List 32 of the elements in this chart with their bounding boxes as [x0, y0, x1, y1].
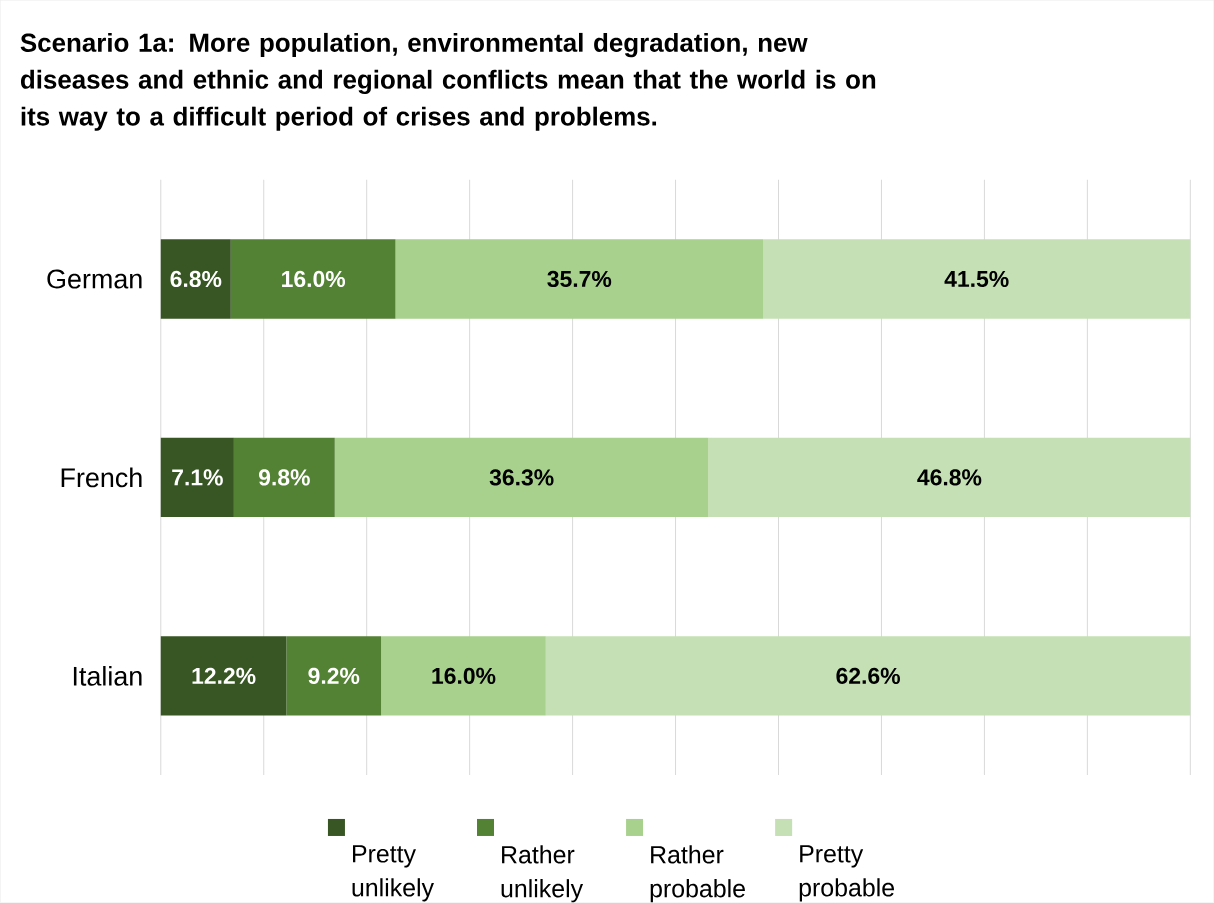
bar: [160, 437, 234, 518]
bar: [395, 239, 764, 319]
bar: [233, 437, 335, 518]
y-tick-label: Italian: [73, 666, 142, 686]
y-tick-label: German: [47, 269, 142, 289]
data-label: 36.3%: [489, 469, 554, 486]
y-tick-label: French: [61, 467, 142, 488]
legend-label: Pretty unlikely: [352, 845, 434, 902]
data-label: 16.0%: [282, 270, 346, 288]
bar: [286, 636, 382, 716]
data-label: 9.2%: [308, 667, 360, 685]
data-label: 7.1%: [172, 469, 223, 486]
bar: [334, 437, 709, 518]
bar: [763, 239, 1191, 319]
data-label: 16.0%: [432, 667, 496, 685]
data-label: 12.2%: [192, 667, 256, 685]
legend-label: Pretty probable: [799, 845, 894, 902]
bar: [160, 239, 231, 319]
data-label: 46.8%: [917, 469, 982, 486]
data-label: 6.8%: [170, 270, 222, 288]
bar: [230, 239, 396, 319]
bar: [160, 636, 287, 716]
data-label: 35.7%: [547, 270, 612, 288]
bar: [708, 437, 1191, 518]
data-label: 62.6%: [836, 667, 900, 685]
legend-label: Rather probable: [650, 845, 745, 903]
data-label: 41.5%: [944, 270, 1009, 288]
legend-label: Rather unlikely: [501, 845, 584, 903]
chart-title: Scenario 1a: More population, environmental degradation, new diseases and ethnic and regional conflicts mean that the world is on its way to a difficult period of crises and problems.: [20, 32, 876, 131]
data-label: 9.8%: [259, 469, 310, 486]
bar: [545, 636, 1191, 716]
bar: [381, 636, 546, 716]
